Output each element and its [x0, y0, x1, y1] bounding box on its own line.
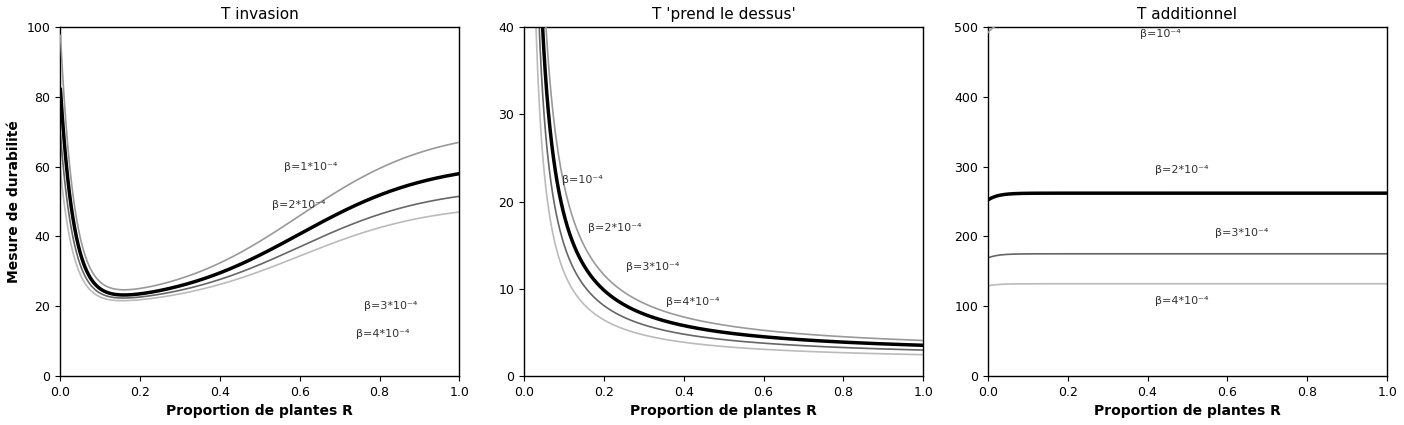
Y-axis label: Mesure de durabilité: Mesure de durabilité — [7, 120, 21, 283]
Text: β=4*10⁻⁴: β=4*10⁻⁴ — [665, 297, 719, 307]
Text: β=10⁻⁴: β=10⁻⁴ — [1140, 29, 1181, 39]
X-axis label: Proportion de plantes R: Proportion de plantes R — [630, 404, 817, 418]
Text: β=10⁻⁴: β=10⁻⁴ — [562, 175, 602, 185]
X-axis label: Proportion de plantes R: Proportion de plantes R — [1094, 404, 1280, 418]
Text: β=4*10⁻⁴: β=4*10⁻⁴ — [1155, 295, 1209, 306]
Text: β=2*10⁻⁴: β=2*10⁻⁴ — [272, 200, 326, 210]
Text: β=1*10⁻⁴: β=1*10⁻⁴ — [284, 162, 337, 172]
Title: T 'prend le dessus': T 'prend le dessus' — [651, 7, 796, 22]
Title: T additionnel: T additionnel — [1137, 7, 1237, 22]
Text: β=3*10⁻⁴: β=3*10⁻⁴ — [1216, 228, 1269, 238]
Text: β=3*10⁻⁴: β=3*10⁻⁴ — [364, 301, 417, 311]
Text: β=2*10⁻⁴: β=2*10⁻⁴ — [588, 223, 642, 232]
Title: T invasion: T invasion — [220, 7, 299, 22]
Text: β=4*10⁻⁴: β=4*10⁻⁴ — [355, 329, 409, 339]
X-axis label: Proportion de plantes R: Proportion de plantes R — [166, 404, 354, 418]
Text: β=3*10⁻⁴: β=3*10⁻⁴ — [626, 262, 680, 272]
Text: β=2*10⁻⁴: β=2*10⁻⁴ — [1155, 165, 1209, 175]
